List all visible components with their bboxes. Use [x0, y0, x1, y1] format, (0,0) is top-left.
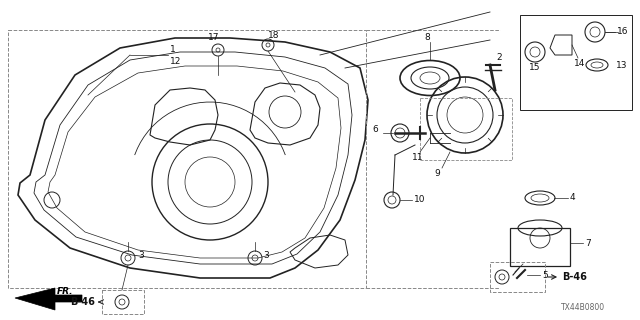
Bar — [102, 290, 144, 314]
Bar — [8, 30, 366, 288]
Bar — [510, 228, 570, 266]
Text: 9: 9 — [434, 170, 440, 179]
Bar — [520, 15, 632, 110]
Text: B-46: B-46 — [70, 297, 95, 307]
Text: 13: 13 — [616, 60, 627, 69]
Polygon shape — [15, 288, 82, 310]
Text: 14: 14 — [574, 59, 586, 68]
Text: FR.: FR. — [57, 287, 74, 296]
Bar — [490, 262, 545, 292]
Text: 8: 8 — [424, 33, 429, 42]
Text: 5: 5 — [542, 270, 548, 279]
Text: 4: 4 — [570, 194, 575, 203]
Bar — [420, 98, 512, 160]
Text: 12: 12 — [170, 58, 181, 67]
Text: 1: 1 — [170, 45, 176, 54]
Text: TX44B0800: TX44B0800 — [561, 303, 605, 312]
Text: 10: 10 — [414, 196, 426, 204]
Text: 6: 6 — [372, 125, 378, 134]
Text: 15: 15 — [529, 63, 541, 73]
Text: 18: 18 — [268, 30, 280, 39]
Text: 3: 3 — [138, 251, 144, 260]
Text: 16: 16 — [617, 28, 628, 36]
Text: 7: 7 — [585, 238, 591, 247]
Text: 3: 3 — [263, 251, 269, 260]
Text: 2: 2 — [496, 53, 502, 62]
Text: 17: 17 — [208, 34, 220, 43]
Text: 11: 11 — [412, 154, 424, 163]
Text: B-46: B-46 — [562, 272, 587, 282]
